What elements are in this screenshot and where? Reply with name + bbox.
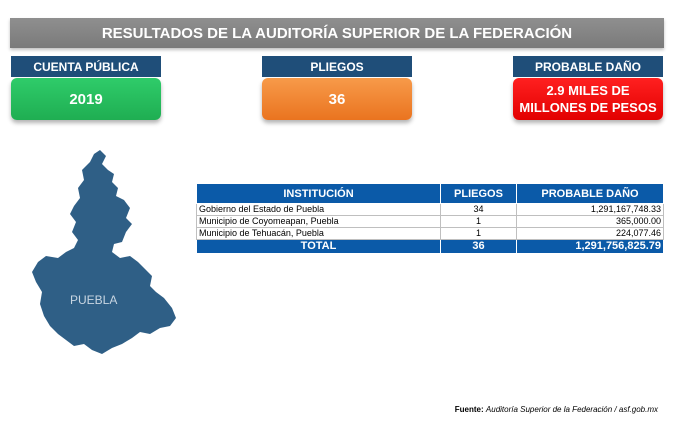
table-row: Municipio de Coyomeapan, Puebla 1 365,00…: [196, 215, 664, 228]
kpi-label-pliegos: PLIEGOS: [262, 56, 412, 77]
page-title-banner: RESULTADOS DE LA AUDITORÍA SUPERIOR DE L…: [10, 18, 664, 48]
table-row: Gobierno del Estado de Puebla 34 1,291,1…: [196, 203, 664, 216]
kpi-value-pliegos: 36: [262, 78, 412, 120]
page-title: RESULTADOS DE LA AUDITORÍA SUPERIOR DE L…: [101, 24, 573, 42]
cell-institucion: Municipio de Tehuacán, Puebla: [196, 227, 441, 240]
puebla-map-shape: [32, 150, 176, 354]
cell-probable-dano: 1,291,167,748.33: [516, 203, 664, 216]
cell-pliegos: 1: [440, 227, 517, 240]
results-table: INSTITUCIÓN PLIEGOS PROBABLE DAÑO Gobier…: [196, 183, 664, 254]
table-total-row: TOTAL 36 1,291,756,825.79: [196, 239, 664, 254]
total-pliegos: 36: [440, 239, 517, 254]
cell-institucion: Gobierno del Estado de Puebla: [196, 203, 441, 216]
total-label: TOTAL: [196, 239, 441, 254]
header-probable-dano: PROBABLE DAÑO: [516, 183, 664, 204]
kpi-value-cuenta-publica: 2019: [11, 78, 161, 120]
cell-pliegos: 34: [440, 203, 517, 216]
cell-probable-dano: 224,077.46: [516, 227, 664, 240]
kpi-label-cuenta-publica: CUENTA PÚBLICA: [11, 56, 161, 77]
header-pliegos: PLIEGOS: [440, 183, 517, 204]
source-label: Fuente:: [454, 405, 484, 414]
puebla-map: PUEBLA: [32, 150, 176, 354]
kpi-label-probable-dano: PROBABLE DAÑO: [513, 56, 663, 77]
total-probable-dano: 1,291,756,825.79: [516, 239, 664, 254]
map-label: PUEBLA: [70, 293, 117, 307]
header-institucion: INSTITUCIÓN: [196, 183, 441, 204]
table-row: Municipio de Tehuacán, Puebla 1 224,077.…: [196, 227, 664, 240]
kpi-value-probable-dano: 2.9 MILES DE MILLONES DE PESOS: [513, 78, 663, 120]
cell-probable-dano: 365,000.00: [516, 215, 664, 228]
cell-pliegos: 1: [440, 215, 517, 228]
source-text: Auditoría Superior de la Federación / as…: [485, 405, 658, 414]
cell-institucion: Municipio de Coyomeapan, Puebla: [196, 215, 441, 228]
table-header-row: INSTITUCIÓN PLIEGOS PROBABLE DAÑO: [196, 183, 664, 204]
source-note: Fuente: Auditoría Superior de la Federac…: [455, 405, 658, 414]
